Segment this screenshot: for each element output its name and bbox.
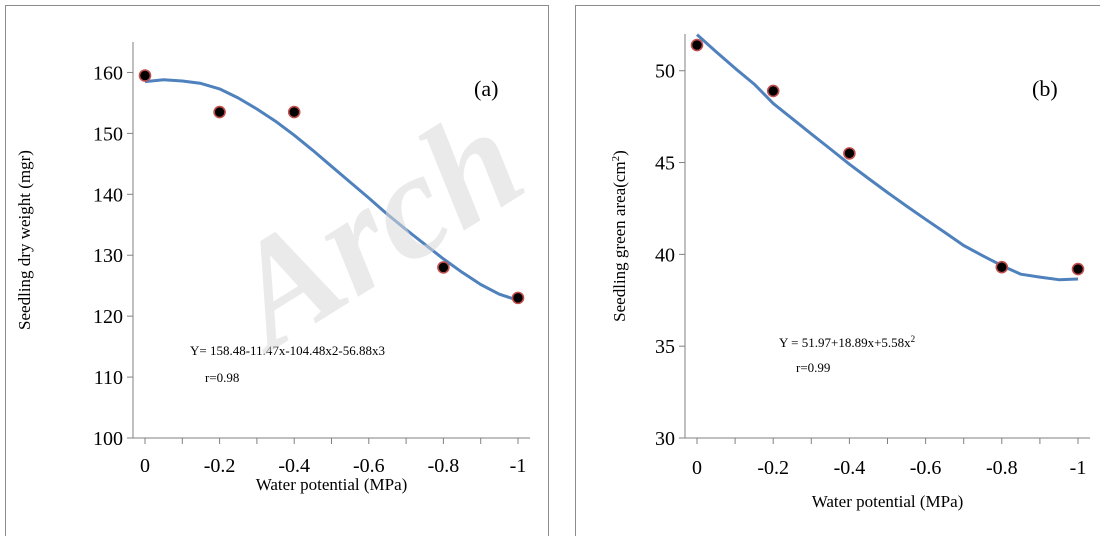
chart-svg-a: 100 110 120 130 140 150 160 0 -0.2 -0.4 -0.6 -0.8 -1… [15,42,530,494]
chart-frame-a [5,5,549,536]
y-tick-label-b: 50 [655,61,675,83]
y-axis-title-end-b: ) [610,150,629,156]
data-point-a [511,291,525,305]
x-tick-label-a: -0.2 [204,455,236,477]
x-tick-label-b: -0.2 [757,457,789,479]
x-tick-label-a: -0.6 [353,455,385,477]
fit-line-b [695,33,1079,282]
x-tick-label-b: -1 [1070,457,1087,479]
data-point-b [995,260,1009,274]
x-tick-label-a: -1 [510,455,527,477]
x-tick-label-b: 0 [692,457,702,479]
data-point-b [766,84,780,98]
y-tick-label-b: 30 [655,428,675,450]
data-point-a [213,105,226,119]
data-point-a [138,69,152,82]
y-tick-label-a: 110 [94,367,123,389]
y-tick-label-a: 100 [93,428,123,450]
fit-line-a [144,78,519,302]
y-axis-title-a: Seedling dry weight (mgr) [15,150,34,330]
x-axis-title-a: Water potential (MPa) [256,475,408,494]
x-tick-label-b: -0.8 [986,457,1018,479]
data-point-b [690,38,704,52]
equation-text-a: Y= 158.48-11.47x-104.48x2-56.88x3 [190,343,385,358]
y-axis-title-b: Seedling green area(cm2) [610,150,629,322]
y-tick-label-b: 35 [655,336,675,358]
y-tick-label-a: 160 [93,62,123,84]
y-tick-label-b: 45 [655,153,675,175]
data-point-b [1071,262,1085,276]
x-axis-title-b: Water potential (MPa) [812,492,964,511]
panel-label-a: (a) [474,76,498,101]
chart-svg-b: 30 35 40 45 50 0 -0.2 -0.4 -0.6 -0.8 -1 (b) Water po… [610,33,1090,511]
chart-panel-b: 30 35 40 45 50 0 -0.2 -0.4 -0.6 -0.8 -1 (b) Water po… [568,0,1100,536]
equation-text-b: Y = 51.97+18.89x+5.58x2 [779,334,915,350]
panel-label-b: (b) [1032,76,1058,101]
y-tick-label-a: 130 [93,245,123,267]
y-tick-label-a: 140 [93,184,123,206]
y-tick-label-b: 40 [655,244,675,266]
r-value-text-b: r=0.99 [796,360,830,375]
x-tick-label-b: -0.4 [834,457,866,479]
y-tick-label-a: 120 [93,306,123,328]
x-tick-label-a: -0.4 [278,455,310,477]
data-point-a [437,261,450,274]
x-tick-label-b: -0.6 [910,457,942,479]
equation-superscript-b: 2 [911,334,916,344]
chart-frame-b [575,5,1100,536]
y-axis-title-superscript-b: 2 [610,156,622,162]
x-tick-label-a: 0 [140,455,150,477]
chart-panel-a: 100 110 120 130 140 150 160 0 -0.2 -0.4 -0.6 -0.8 -1… [0,0,549,536]
data-point-b [843,147,856,160]
data-point-a [287,105,301,119]
r-value-text-a: r=0.98 [205,370,239,385]
y-tick-label-a: 150 [93,123,123,145]
x-tick-label-a: -0.8 [428,455,460,477]
